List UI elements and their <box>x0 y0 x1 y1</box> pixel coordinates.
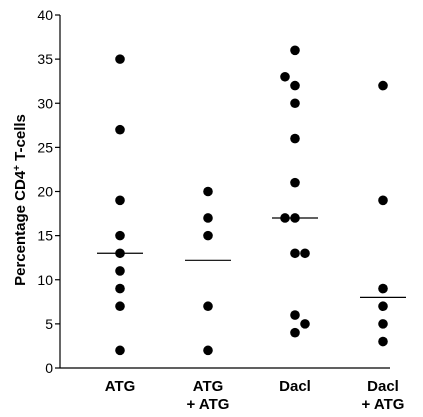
y-axis-title: Percentage CD4+ T-cells <box>12 114 30 286</box>
data-point <box>300 319 310 329</box>
data-point <box>203 186 213 197</box>
data-point <box>378 80 388 91</box>
data-point <box>378 319 388 329</box>
category-label: + ATG <box>187 396 230 413</box>
data-point <box>290 45 300 56</box>
data-point <box>115 124 125 135</box>
data-point <box>115 301 125 312</box>
y-axis-title-main: Percentage CD4 <box>12 170 29 286</box>
data-point <box>115 54 125 64</box>
category-label: ATG <box>105 378 136 395</box>
data-point <box>378 336 388 347</box>
y-tick-label: 0 <box>45 360 53 376</box>
category-label: Dacl <box>367 378 399 395</box>
data-point <box>115 230 125 241</box>
y-tick-label: 5 <box>45 316 53 332</box>
data-point <box>115 345 125 356</box>
category-label: ATG <box>193 378 224 395</box>
y-axis: 0 5 10 15 20 25 30 35 40 <box>37 7 61 376</box>
y-axis-title-suffix: T-cells <box>12 114 29 165</box>
data-point <box>203 301 213 312</box>
data-point <box>115 195 125 206</box>
data-point <box>290 248 300 259</box>
y-tick-label: 25 <box>37 139 53 155</box>
y-tick-label: 30 <box>37 95 53 111</box>
data-point <box>290 80 300 91</box>
y-tick-label: 15 <box>37 228 53 244</box>
data-point <box>378 301 388 312</box>
data-point <box>280 71 290 82</box>
category-label: Dacl <box>279 378 311 395</box>
data-point <box>115 283 125 294</box>
data-point <box>203 213 213 223</box>
data-point <box>300 248 310 259</box>
category-label: + ATG <box>362 396 405 413</box>
data-point <box>290 310 300 320</box>
data-point <box>378 283 388 294</box>
data-point <box>203 230 213 241</box>
data-point <box>290 177 300 188</box>
data-point <box>290 98 300 109</box>
median-lines <box>97 217 406 298</box>
y-tick-label: 35 <box>37 51 53 67</box>
y-tick-label: 20 <box>37 184 53 200</box>
data-point <box>115 266 125 276</box>
data-point <box>290 133 300 144</box>
data-point <box>290 327 300 338</box>
data-points <box>115 45 388 356</box>
y-tick-label: 40 <box>37 7 53 23</box>
y-tick-label: 10 <box>37 272 53 288</box>
y-axis-title-superscript: + <box>12 165 23 171</box>
data-point <box>203 345 213 356</box>
data-point <box>378 195 388 206</box>
